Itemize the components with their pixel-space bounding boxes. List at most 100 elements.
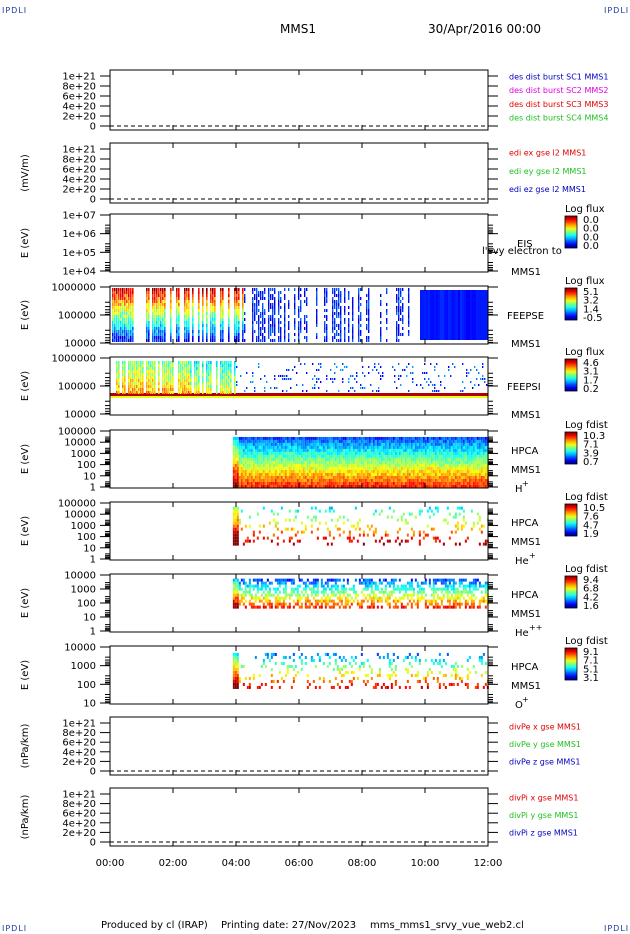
panel-hpca_h-label-3: + <box>522 479 529 488</box>
panel-feeps_e-cell <box>278 306 280 309</box>
panel-hpca_h-cell <box>264 460 267 464</box>
panel-hpca_h-cell <box>316 436 319 440</box>
panel-feeps_i-cell <box>190 370 192 373</box>
panel-hpca_h-cell <box>470 445 473 449</box>
panel-feeps_e-cell <box>122 309 124 312</box>
panel-hpca_h-cell <box>370 439 373 443</box>
panel-feeps_i-cell <box>264 387 266 389</box>
panel-hpca_he-cell <box>242 542 245 546</box>
panel-hpca_h-cell <box>282 472 285 476</box>
panel-hpca_h-cell <box>446 475 449 479</box>
panel-feeps_e-cell <box>482 290 484 340</box>
panel-hpca_h-cell <box>348 439 351 443</box>
panel-feeps_e-cell <box>298 294 300 297</box>
panel-hpca_h-cell <box>272 478 275 482</box>
panel-feeps_i-cell <box>302 396 304 398</box>
panel-feeps_e-cell <box>280 339 282 342</box>
panel-feeps_e-cell <box>222 339 224 342</box>
panel-hpca_h-cell <box>380 481 383 485</box>
panel-feeps_i-cell <box>224 382 226 385</box>
panel-feeps_e-cell <box>114 288 116 291</box>
panel-feeps_i-cell <box>190 385 192 388</box>
panel-feeps_e-cell <box>178 333 180 336</box>
panel-feeps_i-cell <box>376 390 378 392</box>
panel-feeps_e-cell <box>152 330 154 333</box>
panel-feeps_e-cell <box>324 300 326 303</box>
panel-feeps_i-cell <box>228 370 230 373</box>
panel-hpca_h-cell <box>428 484 431 488</box>
panel-hpca_h-cell <box>288 463 291 467</box>
panel-feeps_i-cell <box>136 376 138 379</box>
panel-hpca_h-cell <box>464 472 467 476</box>
panel-hpca_h-cell <box>484 451 487 455</box>
panel-hpca_h-cell <box>244 451 247 455</box>
panel-hpca_h-cell <box>464 451 467 455</box>
panel-hpca_he-cell <box>234 539 237 543</box>
panel-hpca_h-cell <box>410 457 413 461</box>
panel-feeps_i-cell <box>342 363 344 365</box>
panel-hpca_h-cell <box>236 445 239 449</box>
panel-hpca_h-cell <box>430 472 433 476</box>
panel-feeps_i-cell <box>312 378 314 380</box>
panel-hpca_h-cell <box>246 448 249 452</box>
panel-feeps_i-cell <box>216 373 218 376</box>
panel-feeps_i-cell <box>154 391 156 394</box>
panel-hpca_h-cell <box>438 460 441 464</box>
panel-feeps_e-cell <box>242 324 244 327</box>
panel-feeps_i-cell <box>202 385 204 388</box>
panel-hpca_h-cell <box>274 439 277 443</box>
panel-hpca_h-cell <box>436 436 439 440</box>
panel-des_dist-ytick-label: 2e+20 <box>62 112 96 123</box>
panel-hpca_h-cell <box>330 478 333 482</box>
panel-feeps_i-label-0: FEEPSI <box>507 382 541 393</box>
panel-feeps_e-cell <box>352 336 354 339</box>
panel-hpca_h-cell <box>250 484 253 488</box>
panel-feeps_i-cell <box>168 367 170 370</box>
panel-feeps_e-cell <box>334 291 336 294</box>
panel-hpca_h-cell <box>246 475 249 479</box>
panel-feeps_i-cell <box>128 379 130 382</box>
panel-hpca_h-cell <box>478 463 481 467</box>
panel-feeps_i-cell <box>198 396 200 398</box>
panel-feeps_i-cell <box>358 393 360 396</box>
panel-feeps_e-cell <box>198 330 200 333</box>
panel-hpca_h-cell <box>346 436 349 440</box>
panel-feeps_i-cell <box>432 393 434 396</box>
panel-feeps_i-cell <box>378 393 380 396</box>
panel-hpca_h-cell <box>338 454 341 458</box>
panel-hpca_h-cell <box>446 481 449 485</box>
panel-hpca_h-cell <box>382 445 385 449</box>
panel-hpca_h-cell <box>482 475 485 479</box>
panel-hpca_h-cell <box>448 457 451 461</box>
panel-feeps_i-cell <box>142 379 144 382</box>
panel-feeps_e-cell <box>146 300 148 303</box>
panel-hpca_h-cell <box>422 469 425 473</box>
panel-hpca_h-cell <box>300 442 303 446</box>
panel-hpca_h-cell <box>274 478 277 482</box>
panel-feeps_e-cell <box>408 333 410 336</box>
panel-hpca_h-cell <box>274 463 277 467</box>
panel-hpca_h-cell <box>278 469 281 473</box>
panel-feeps_e-cell <box>304 294 306 297</box>
panel-hpca_h-cell <box>416 469 419 473</box>
panel-hpca_h-cell <box>450 454 453 458</box>
panel-feeps_i-cell <box>458 393 460 396</box>
panel-hpca_h-cell <box>344 457 347 461</box>
panel-hpca_h-cell <box>432 481 435 485</box>
panel-hpca_h-cell <box>454 457 457 461</box>
panel-hpca_h-cell <box>270 436 273 440</box>
panel-feeps_i-cell <box>220 379 222 382</box>
panel-feeps_i-cell <box>118 367 120 370</box>
panel-hpca_h-cell <box>420 475 423 479</box>
panel-hpca_h-cell <box>318 466 321 470</box>
panel-hpca_h-cell <box>376 475 379 479</box>
panel-feeps_i-cell <box>210 391 212 394</box>
panel-hpca_h-cell <box>374 451 377 455</box>
panel-feeps_e-cell <box>158 297 160 300</box>
panel-hpca_h-cell <box>370 484 373 488</box>
panel-hpca_h-cell <box>272 472 275 476</box>
panel-hpca_he-cell <box>238 521 241 525</box>
panel-feeps_i-cell <box>416 393 418 396</box>
panel-feeps_i-cell <box>172 373 174 376</box>
panel-feeps_e-cell <box>408 318 410 321</box>
